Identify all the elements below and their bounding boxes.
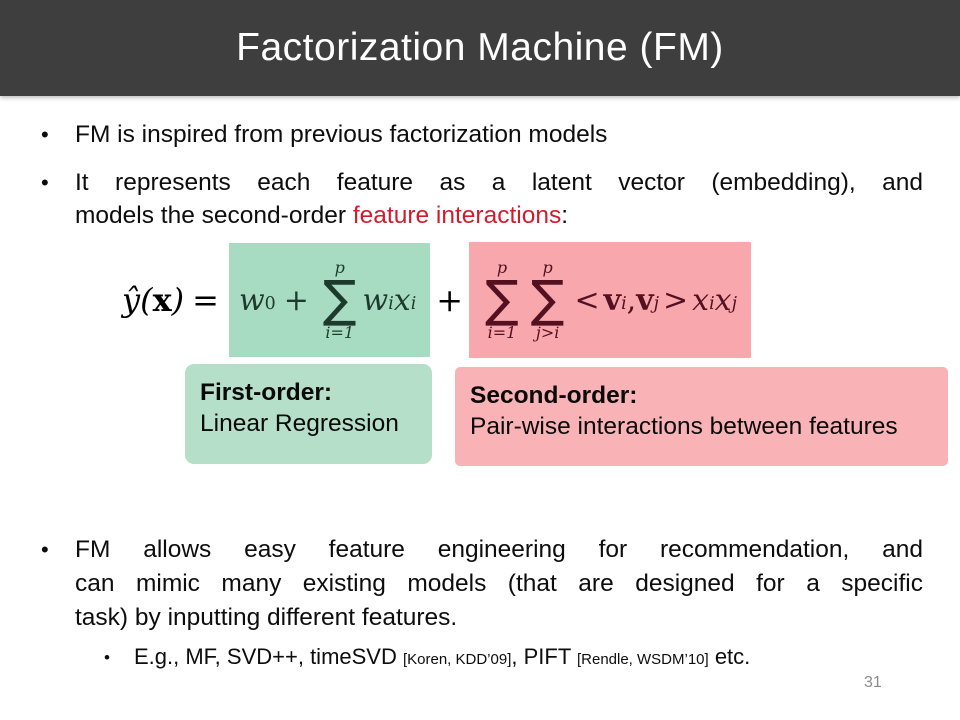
bullet-2-line-2: models the second-order feature interact…	[75, 199, 923, 232]
first-order-label-title: First-order:	[200, 379, 333, 406]
xj-term: x	[714, 282, 732, 318]
slide-header: Factorization Machine (FM)	[0, 0, 960, 96]
xi-term-2: x	[692, 282, 710, 318]
xi-term: x	[393, 282, 411, 318]
sum-3-lower-limit: j>i	[535, 322, 560, 342]
sigma-icon: ∑	[485, 270, 519, 329]
close-paren: )	[171, 281, 185, 319]
feature-interactions-highlight: feature interactions	[352, 202, 562, 229]
right-angle-bracket: >	[663, 282, 689, 318]
bullet-2-line-1: It represents each feature as a latent v…	[75, 169, 923, 196]
page-number: 31	[864, 674, 882, 691]
equals-sign: =	[192, 281, 219, 319]
second-order-label-title: Second-order:	[470, 382, 638, 409]
bullet-1: • FM is inspired from previous factoriza…	[41, 118, 923, 151]
citation-rendle: [Rendle, WSDM’10]	[576, 651, 709, 668]
yhat-symbol: ŷ	[122, 281, 141, 319]
open-paren: (	[140, 281, 153, 319]
bullet-3: • FM allows easy feature engineering for…	[41, 533, 923, 635]
sub-bullet-text-1: E.g., MF, SVD++, timeSVD	[134, 644, 403, 669]
bullet-3-line-1: FM allows easy feature engineering for r…	[75, 536, 923, 563]
bullet-2-marker: •	[41, 170, 49, 195]
sum-2-upper-limit: p	[496, 257, 508, 277]
second-order-label-box: Second-order: Pair-wise interactions bet…	[455, 367, 948, 466]
sum-1-lower-limit: i=1	[325, 322, 355, 342]
citation-koren: [Koren, KDD’09]	[402, 651, 512, 668]
sub-bullet-text-3: etc.	[708, 644, 751, 669]
plus-sign-1: +	[283, 282, 309, 318]
second-order-label-desc: Pair-wise interactions between features	[470, 413, 898, 440]
sub-bullet-examples: • E.g., MF, SVD++, timeSVD [Koren, KDD’0…	[104, 642, 894, 675]
w0-term: w	[238, 282, 265, 318]
bullet-1-text: FM is inspired from previous factorizati…	[75, 121, 608, 148]
bullet-3-line-2: can mimic many existing models (that are…	[75, 570, 923, 597]
sum-2-lower-limit: i=1	[487, 322, 517, 342]
bullet-2: • It represents each feature as a latent…	[41, 166, 923, 232]
sub-bullet-marker: •	[104, 648, 110, 667]
first-order-label-desc: Linear Regression	[200, 410, 399, 437]
vi-vector: v	[603, 282, 622, 318]
bullet-2-line-2-colon: :	[561, 202, 569, 229]
bullet-3-line-3: task) by inputting different features.	[75, 604, 458, 631]
plus-sign-between-terms: +	[436, 281, 464, 319]
left-angle-bracket: <	[574, 282, 600, 318]
x-vector: x	[152, 281, 172, 319]
sum-operator-3: p ∑ j>i	[531, 259, 565, 342]
sum-1-upper-limit: p	[334, 257, 345, 277]
sub-bullet-text-2: , PIFT	[511, 644, 577, 669]
bullet-2-line-2-prefix: models the second-order	[75, 202, 353, 229]
comma: ,	[626, 282, 637, 318]
slide-title: Factorization Machine (FM)	[236, 26, 724, 69]
sigma-icon: ∑	[322, 270, 357, 329]
sum-operator-1: p ∑ i=1	[323, 259, 357, 342]
equation-lhs: ŷ(x) =	[122, 281, 219, 319]
sum-operator-2: p ∑ i=1	[485, 259, 519, 342]
bullet-1-marker: •	[41, 122, 49, 147]
wi-term: w	[362, 282, 389, 318]
bullet-3-marker: •	[41, 537, 49, 562]
sigma-icon: ∑	[530, 270, 565, 329]
vj-vector: v	[636, 282, 654, 318]
sum-3-upper-limit: p	[542, 257, 553, 277]
first-order-label-box: First-order: Linear Regression	[185, 364, 432, 464]
